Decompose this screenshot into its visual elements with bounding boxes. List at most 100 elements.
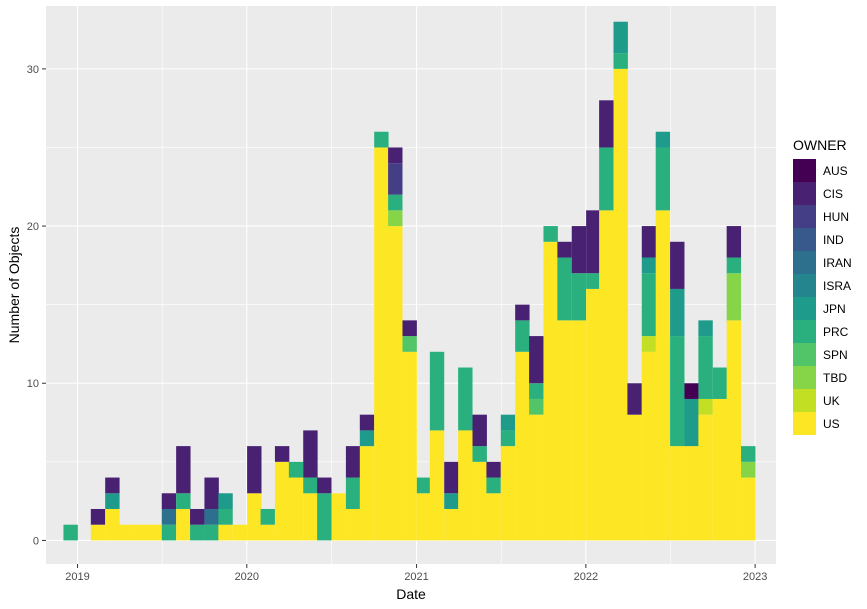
bar-segment-us [133,524,148,541]
bar-segment-prc [670,336,685,447]
bar-segment-prc [374,131,389,148]
bar-segment-us [486,493,501,541]
legend-label-uk: UK [823,394,840,408]
bar-segment-uk [698,398,713,415]
bar-segment-cis [176,446,191,494]
bar-segment-cis [557,241,572,258]
bar-segment-prc [741,446,756,462]
x-axis-ticks: 2019 2020 2021 2022 2023 [65,564,767,583]
bar-segment-prc [698,336,713,399]
bar-segment-prc [416,477,432,494]
x-tick-label: 2020 [235,571,259,583]
bar-segment-uk [641,336,657,352]
bar-segment-cis [345,446,361,478]
bar-segment-prc [345,477,361,509]
bars [63,21,756,541]
bar-segment-cis [627,383,642,415]
bar-segment-us [359,446,375,541]
legend-label-hun: HUN [823,210,849,224]
bar-segment-prc [388,194,403,211]
bar-segment-cis [359,414,375,431]
bar-segment-prc [204,524,219,541]
bar-segment-prc [218,508,233,525]
bar-segment-prc [63,524,78,541]
legend-key-ind [793,228,816,251]
bar-segment-prc [515,320,530,352]
bar-segment-us [147,524,162,541]
bar-segment-prc [529,383,544,399]
legend-label-iran: IRAN [823,256,852,270]
legend-label-spn: SPN [823,348,848,362]
bar-segment-cis [247,446,262,494]
bar-segment-cis [105,477,120,494]
bar-segment-us [726,320,742,541]
bar-segment-us [571,320,587,541]
legend-key-tbd [793,366,816,389]
bar-segment-prc [486,477,501,494]
legend-label-tbd: TBD [823,371,847,385]
bar-segment-prc [288,461,304,478]
bar-segment-us [515,351,530,541]
legend-items: AUS CIS HUN IND IRAN ISRA JPN PRC SPN TBD UK US [793,159,852,435]
bar-segment-us [586,288,601,541]
bar-segment-prc [557,257,572,321]
bar-segment-tbd [726,273,742,321]
bar-segment-prc [726,257,742,274]
bar-segment-prc [260,508,275,525]
bar-segment-us [458,430,473,541]
legend-key-hun [793,205,816,228]
bar-segment-cis [303,430,318,478]
legend-key-iran [793,251,816,274]
bar-segment-us [247,493,262,541]
bar-segment-tbd [388,210,403,227]
bar-segment-prc [655,147,671,211]
bar-segment-cis [161,493,177,509]
bar-segment-prc [429,351,445,431]
bar-segment-prc [190,524,205,541]
bar-segment-cis [670,241,685,289]
bar-segment-spn [529,398,544,415]
x-tick-label: 2023 [743,571,767,583]
bar-segment-us [444,508,459,541]
bar-segment-us [274,461,290,541]
bar-segment-us [613,68,628,541]
bar-segment-cis [726,226,742,258]
bar-segment-prc [303,477,318,494]
bar-segment-us [529,414,544,541]
x-tick-label: 2022 [574,571,598,583]
x-axis-title: Date [396,586,426,602]
bar-segment-us [543,241,558,541]
legend-key-us [793,412,816,435]
bar-segment-us [627,414,642,541]
bar-segment-cis [444,461,459,494]
bar-segment-prc [613,53,628,69]
bar-segment-aus [684,383,699,399]
bar-segment-us [557,320,572,541]
bar-segment-cis [274,446,290,462]
bar-segment-us [105,508,120,541]
bar-segment-iran [161,508,177,525]
bar-segment-jpn [641,257,657,274]
bar-segment-cis [486,461,501,478]
bar-segment-cis [402,320,417,337]
bar-segment-cis [599,100,614,148]
bar-segment-cis [571,226,587,274]
legend-key-spn [793,343,816,366]
bar-segment-prc [571,273,587,321]
legend-key-jpn [793,297,816,320]
y-axis-ticks: 0 10 20 30 [27,64,46,547]
bar-segment-prc [458,367,473,431]
legend-title: OWNER [793,137,847,153]
bar-segment-us [500,446,516,541]
bar-segment-jpn [105,493,120,509]
legend-key-aus [793,159,816,182]
bar-segment-tbd [741,461,756,478]
bar-segment-us [218,524,233,541]
bar-segment-cis [586,210,601,274]
bar-segment-us [288,477,304,541]
bar-segment-jpn [218,493,233,509]
bar-segment-prc [500,430,516,447]
bar-segment-jpn [684,398,699,447]
bar-segment-us [303,493,318,541]
bar-segment-jpn [359,430,375,447]
